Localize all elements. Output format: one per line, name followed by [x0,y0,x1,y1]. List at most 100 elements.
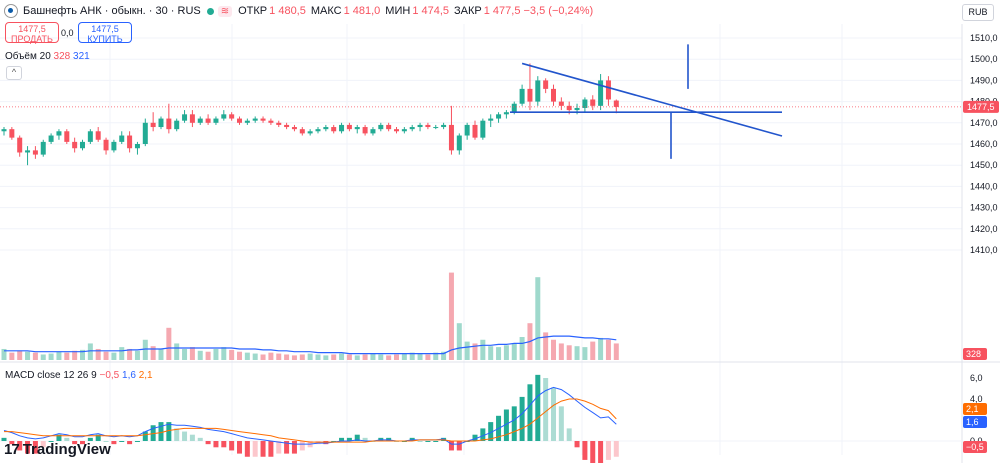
macd-hist-34 [268,441,274,457]
candle-body-38 [299,129,305,134]
price-tick-6: 1450,0 [970,160,998,170]
macd-hist-3 [25,441,31,454]
candle-body-63 [496,114,502,119]
ohlc-value-0: 1 480,5 [269,5,306,17]
currency-button[interactable]: RUB [962,4,994,21]
volume-bar-10 [80,349,85,360]
macd-hist-69 [543,378,549,441]
macd-hist-74 [582,441,588,460]
sell-button[interactable]: 1477,5 ПРОДАТЬ [5,22,59,44]
macd-hist-76 [598,441,604,463]
candle-body-13 [103,139,109,151]
macd-hist-17 [134,441,140,442]
candle-body-18 [142,122,148,144]
macd-legend[interactable]: MACD close 12 26 9 −0,5 1,6 2,1 [5,370,153,381]
volume-bar-70 [551,339,556,360]
macd-hist-70 [551,387,556,441]
volume-bar-33 [260,354,266,360]
candle-body-54 [425,124,431,128]
volume-bar-57 [448,272,454,360]
volume-bar-36 [284,354,290,360]
candle-body-46 [362,127,368,134]
candle-body-55 [433,127,439,129]
macd-hist-20 [158,422,164,441]
macd-hist-35 [276,441,282,454]
candle-body-33 [260,118,266,121]
macd-hist-45 [354,434,360,441]
volume-bar-27 [213,348,219,360]
macd-legend-v3: 2,1 [138,370,153,381]
volume-bar-38 [299,354,305,360]
volume-bar-12 [95,348,101,360]
volume-legend-v1: 328 [53,51,71,62]
price-tick-1: 1500,0 [970,54,998,64]
macd-hist-11 [87,437,93,441]
candle-body-36 [284,124,290,128]
candle-body-9 [72,141,78,149]
volume-bar-29 [229,349,235,360]
candle-body-2 [17,137,23,153]
volume-bar-64 [503,345,509,360]
macd-badge-2 [963,441,987,453]
collapse-legend-button[interactable]: ^ [6,66,22,80]
symbol-header[interactable]: Башнефть АНК · обыкн. · 30 · RUS ≋ ОТКР 1… [4,3,598,19]
candle-body-37 [291,127,297,130]
candle-body-73 [574,107,580,111]
volume-legend-v2: 321 [73,51,90,62]
volume-bar-58 [456,323,462,360]
volume-bar-66 [519,337,525,360]
candle-body-56 [441,124,447,128]
volume-bar-60 [472,343,478,360]
macd-hist-6 [48,441,54,442]
candle-body-66 [519,88,525,104]
volume-bar-14 [111,352,117,360]
macd-hist-61 [480,428,486,441]
buy-button[interactable]: 1477,5 КУПИТЬ [78,22,132,44]
macd-hist-53 [417,441,423,442]
volume-bar-56 [441,351,447,360]
volume-bar-2 [17,350,23,360]
candle-body-40 [315,129,321,132]
ohlc-values: ОТКР 1 480,5 МАКС 1 481,0 МИН 1 474,5 ЗАКР 1 47… [238,5,598,17]
volume-bar-35 [276,353,282,360]
volume-bar-76 [598,337,604,360]
candle-body-30 [237,118,242,123]
volume-bar-26 [205,351,211,360]
candle-body-3 [25,150,31,153]
candle-body-21 [166,118,172,130]
tradingview-logo[interactable]: 17 TradingView [4,441,111,458]
macd-hist-62 [488,422,494,441]
candle-body-26 [205,118,211,123]
candle-body-64 [503,112,509,115]
price-tick-4: 1470,0 [970,118,998,128]
volume-bar-19 [150,346,156,360]
symbol-title[interactable]: Башнефть АНК · обыкн. · 30 · RUS [23,5,201,17]
wave-icon[interactable]: ≋ [217,5,233,17]
macd-badge-label-2: −0,5 [966,442,984,452]
macd-hist-22 [174,428,180,441]
candle-body-59 [464,124,470,136]
macd-hist-8 [64,437,70,441]
volume-bar-11 [87,343,93,360]
volume-bar-59 [464,341,470,360]
candle-body-22 [174,120,180,130]
macd-hist-14 [111,441,117,445]
candle-body-12 [95,131,101,140]
candle-body-7 [56,131,62,136]
candle-body-8 [64,131,70,142]
candle-body-74 [582,99,588,108]
ohlc-key-0: ОТКР [238,5,268,17]
candle-body-15 [119,135,125,142]
macd-hist-67 [527,384,533,441]
candle-body-19 [150,122,156,128]
candle-body-60 [472,124,478,138]
candle-body-45 [354,127,360,130]
volume-bar-77 [605,339,611,360]
macd-badge-label-1: 1,6 [966,417,979,427]
macd-hist-29 [229,441,235,451]
macd-hist-26 [205,441,211,445]
macd-hist-43 [339,437,345,441]
volume-legend[interactable]: Объём 20 328 321 [5,51,90,62]
